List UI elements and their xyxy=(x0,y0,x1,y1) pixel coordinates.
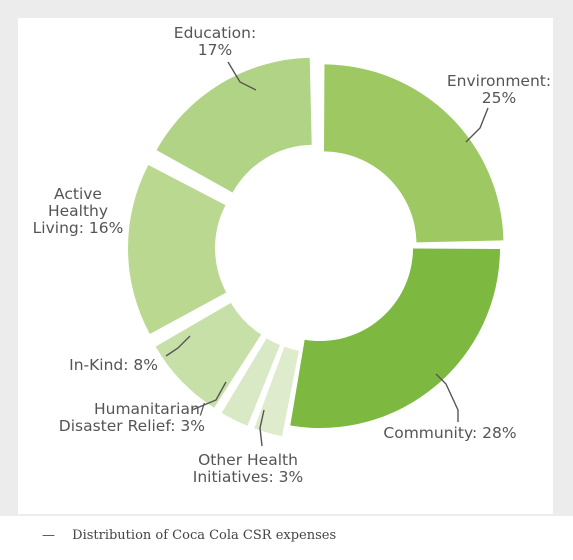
slice-label-line: In-Kind: 8% xyxy=(69,356,158,374)
slice-label-0: Environment: 25% xyxy=(447,72,551,107)
slice-label-5: Active Healthy Living: 16% xyxy=(33,185,124,237)
slice-label-line: Other Health xyxy=(198,451,298,469)
donut-slice-0 xyxy=(323,64,504,243)
donut-slice-6 xyxy=(156,57,312,193)
donut-chart: Environment: 25% Community: 28% Other Healt… xyxy=(33,24,551,486)
slice-labels: Environment: 25% Community: 28% Other Healt… xyxy=(33,24,551,486)
slice-label-1: Community: 28% xyxy=(383,424,516,442)
leader-line-3 xyxy=(191,381,227,411)
slice-label-3: Humanitarian/Disaster Relief: 3% xyxy=(59,400,206,435)
figure-caption: — Distribution of Coca Cola CSR expenses xyxy=(42,528,336,543)
caption-text: Distribution of Coca Cola CSR expenses xyxy=(72,528,337,543)
leader-line-4 xyxy=(165,335,191,357)
donut-slice-3 xyxy=(221,338,280,426)
slice-label-line: Environment: xyxy=(447,72,551,90)
slice-label-line: Humanitarian/ xyxy=(94,400,206,418)
slices-layer xyxy=(128,57,504,437)
leader-line-6 xyxy=(227,61,257,91)
leader-lines xyxy=(165,61,489,447)
slice-label-line: Disaster Relief: 3% xyxy=(59,417,205,435)
slice-label-line: Living: 16% xyxy=(33,219,124,237)
leader-line-1 xyxy=(435,373,459,422)
slice-label-4: In-Kind: 8% xyxy=(69,356,158,374)
slice-label-line: 25% xyxy=(482,89,516,107)
donut-slice-5 xyxy=(128,164,227,334)
caption-dash: — xyxy=(42,528,55,543)
donut-slice-1 xyxy=(290,248,500,428)
leader-line-0 xyxy=(465,107,489,143)
donut-slice-4 xyxy=(155,302,262,408)
donut-slice-2 xyxy=(254,346,299,437)
chart-frame: Environment: 25% Community: 28% Other Healt… xyxy=(0,0,573,516)
slice-label-line: Initiatives: 3% xyxy=(193,468,304,486)
slice-label-line: Active xyxy=(54,185,102,203)
slice-label-2: Other Health Initiatives: 3% xyxy=(193,451,304,486)
slice-label-6: Education: 17% xyxy=(174,24,256,59)
slice-label-line: Community: 28% xyxy=(383,424,516,442)
slice-label-line: Healthy xyxy=(48,202,108,220)
slice-label-line: Education: xyxy=(174,24,256,42)
chart-panel: Environment: 25% Community: 28% Other Healt… xyxy=(18,18,553,514)
leader-line-2 xyxy=(259,409,265,447)
slice-label-line: 17% xyxy=(198,41,232,59)
